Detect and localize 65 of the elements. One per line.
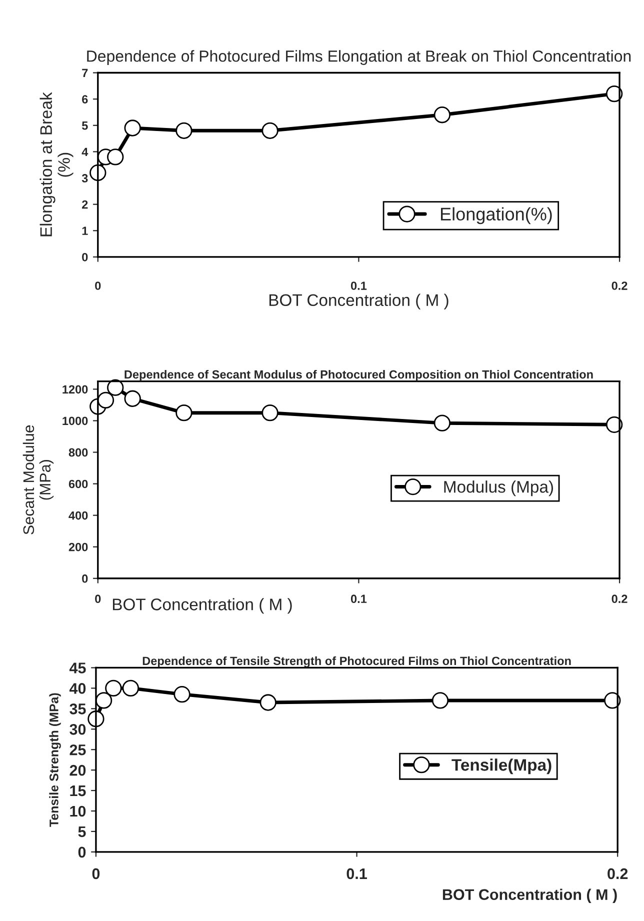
y-tick-label: 600 (68, 480, 88, 488)
y-tick-label: 5 (82, 122, 88, 130)
y-tick-label: 1200 (62, 385, 88, 394)
point (105, 680, 122, 697)
y-tick-label: 35 (70, 704, 86, 714)
point (262, 404, 278, 422)
chart-title: Dependence of Photocured Films Elongation at Break on Thiol Concentration (87, 50, 631, 65)
x-tick-label: 0 (92, 868, 100, 880)
point (434, 106, 451, 124)
y-axis-title: Elongation at Break (%) (40, 92, 74, 236)
legend-label: Tensile(Mpa) (452, 758, 552, 774)
x-tick-label: 0.1 (346, 868, 367, 880)
y-tick-label: 800 (68, 448, 88, 457)
x-tick-label: 0.2 (612, 594, 628, 604)
point (124, 390, 141, 407)
point (95, 692, 112, 709)
point (262, 122, 278, 139)
x-axis-title: BOT Concentration ( M ) (269, 294, 448, 310)
point (434, 414, 451, 432)
x-tick-label: 0.1 (350, 282, 367, 290)
chart-title: Dependence of Tensile Strength of Photocured Films on Thiol Concentration (142, 656, 571, 668)
y-axis-title: Secant Modulue (MPa) (22, 425, 54, 534)
point (124, 120, 141, 136)
y-tick-label: 5 (78, 826, 86, 838)
point (176, 404, 192, 422)
y-tick-label: 3 (82, 174, 88, 182)
x-tick-label: 0.1 (350, 594, 367, 604)
x-tick-label: 0.2 (612, 282, 628, 290)
y-tick-label: 1000 (62, 416, 88, 426)
y-tick-label: 2 (82, 200, 88, 209)
point (174, 686, 190, 703)
y-tick-label: 4 (82, 148, 88, 156)
point (122, 680, 139, 697)
y-tick-label: 45 (69, 662, 86, 674)
x-tick-label: 0.2 (608, 868, 628, 880)
y-tick-label: 25 (70, 744, 86, 756)
point (260, 694, 276, 711)
y-tick-label: 6 (82, 95, 88, 104)
x-axis-title: BOT Concentration ( M ) (442, 888, 617, 904)
y-axis-title: Tensile Strength (MPa) (49, 693, 61, 827)
y-tick-label: 10 (70, 806, 86, 817)
x-tick-label: 0 (95, 594, 101, 604)
y-tick-label: 0 (78, 846, 86, 858)
y-tick-label: 400 (68, 511, 88, 520)
y-tick-label: 30 (70, 724, 86, 735)
legend-label: Modulus (Mpa) (444, 480, 554, 496)
point (176, 122, 192, 139)
point (90, 164, 106, 182)
y-tick-label: 7 (82, 68, 88, 78)
point (432, 692, 449, 709)
y-tick-label: 20 (70, 764, 86, 776)
y-tick-label: 0 (82, 574, 88, 583)
y-tick-label: 40 (69, 683, 86, 694)
point (107, 148, 124, 166)
y-tick-label: 0 (82, 252, 88, 262)
x-tick-label: 0 (95, 282, 101, 290)
y-tick-label: 1 (82, 226, 88, 235)
y-tick-label: 200 (68, 542, 88, 552)
point (604, 692, 621, 709)
point (97, 392, 114, 409)
x-axis-title: BOT Concentration ( M ) (112, 598, 292, 614)
y-tick-label: 15 (70, 786, 86, 796)
legend-label: Elongation(%) (440, 207, 552, 224)
point (107, 379, 124, 396)
chart-title: Dependence of Secant Modulus of Photocured Composition on Thiol Concentration (124, 370, 593, 381)
